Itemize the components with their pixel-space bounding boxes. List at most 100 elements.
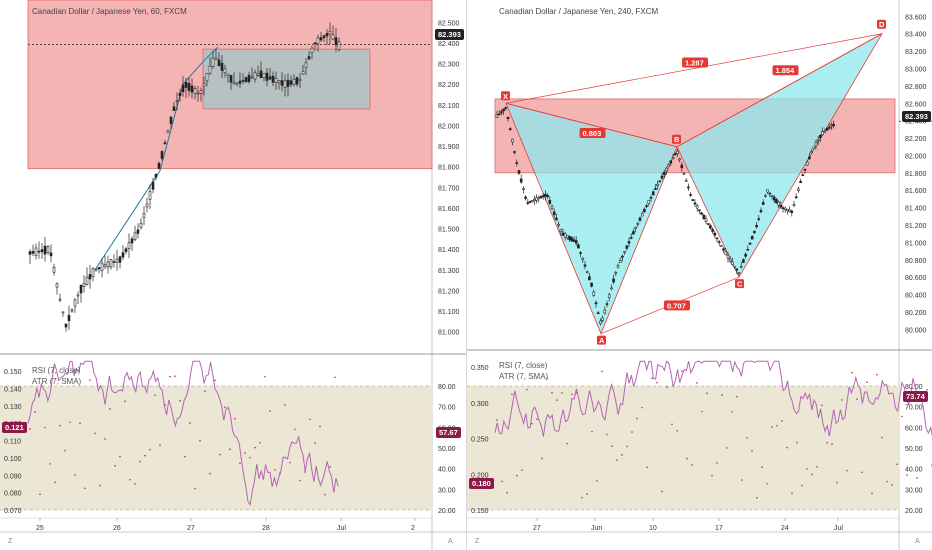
left-candle-body <box>91 268 95 277</box>
left-candle-body <box>46 246 50 253</box>
right-candle-body <box>603 309 607 314</box>
left-atr-dot <box>209 472 211 475</box>
left-candle-body <box>235 82 239 85</box>
right-candle-body <box>649 196 653 199</box>
left-candle-body <box>55 283 59 288</box>
right-chart-canvas[interactable]: 83.600 83.400 83.200 83.000 82.800 82.600 82.4… <box>467 0 932 550</box>
right-price-tick-11: 81.400 <box>905 206 927 213</box>
left-rsi-label: RSI (7, close) <box>32 366 81 375</box>
left-candle-body <box>127 242 131 249</box>
right-candle-body <box>770 195 774 197</box>
right-candle-body <box>761 202 765 205</box>
left-chart-panel[interactable]: 82.500 82.400 82.300 82.200 82.100 82.000 81.9… <box>0 0 466 550</box>
left-atr-dot <box>169 375 171 378</box>
right-candle-body <box>805 161 809 166</box>
left-rsi-line <box>27 360 339 507</box>
left-atr-dot <box>84 487 86 490</box>
left-candle-body <box>124 248 128 252</box>
right-candle-body <box>511 138 514 143</box>
left-chart-canvas[interactable]: 82.500 82.400 82.300 82.200 82.100 82.000 81.9… <box>0 0 466 550</box>
left-candle-body <box>145 203 149 208</box>
left-zoom-icon[interactable]: Z <box>8 538 13 545</box>
right-rsi-tick-4: 40.00 <box>905 467 923 474</box>
right-candle-body <box>581 258 585 261</box>
right-point-badge-d <box>877 19 886 29</box>
right-candle-body <box>748 242 752 245</box>
right-atr-dot <box>896 463 898 466</box>
left-candle-body <box>310 47 314 53</box>
left-rsi-band <box>0 386 432 510</box>
left-atr-dot <box>44 426 46 429</box>
right-candle-body <box>539 196 543 199</box>
right-atr-dot <box>641 406 643 409</box>
left-atr-dot <box>159 444 161 446</box>
right-zoom-icon[interactable]: Z <box>475 538 480 545</box>
right-candle-body <box>667 164 670 167</box>
left-candle-body <box>193 88 197 94</box>
left-candle-body <box>118 256 122 263</box>
left-candle-body <box>277 80 281 84</box>
left-price-tick-15: 81.000 <box>438 330 460 337</box>
right-atr-tick-3: 0.200 <box>471 472 489 479</box>
right-atr-dot <box>771 426 773 428</box>
right-candle-body <box>636 222 640 225</box>
right-candle-body <box>579 252 582 254</box>
right-atr-dot <box>791 492 793 495</box>
left-time-tick-0: 25 <box>36 525 44 532</box>
left-atr-dot <box>134 483 136 485</box>
right-candle-body <box>799 181 802 184</box>
right-atr-dot <box>751 450 753 452</box>
right-candle-body <box>750 236 754 240</box>
right-candle-body <box>561 232 565 236</box>
left-candle-body <box>298 79 302 81</box>
left-price-tick-14: 81.100 <box>438 309 460 316</box>
right-atr-dot <box>796 441 798 444</box>
right-atr-dot <box>756 496 758 499</box>
right-atr-dot <box>681 370 683 372</box>
right-candle-body <box>548 199 552 204</box>
left-atr-dot <box>109 408 111 410</box>
right-candle-body <box>588 276 591 281</box>
right-atr-dot <box>541 457 543 460</box>
right-candle-body <box>645 205 648 208</box>
left-atr-tick-2: 0.130 <box>4 404 22 411</box>
right-atr-dot <box>511 393 513 396</box>
right-atr-dot <box>856 398 858 400</box>
right-candle-body <box>570 237 574 242</box>
right-auto-scale-icon[interactable]: A <box>915 538 920 545</box>
right-candle-body <box>559 229 563 232</box>
left-candle-body <box>262 73 266 78</box>
right-candle-body <box>684 180 688 182</box>
left-candle-body <box>160 151 164 159</box>
right-atr-label: ATR (7, SMA) <box>499 372 549 381</box>
right-chart-panel[interactable]: 83.600 83.400 83.200 83.000 82.800 82.600 82.4… <box>466 0 932 550</box>
left-atr-tick-6: 0.090 <box>4 473 22 480</box>
left-atr-dot <box>224 406 226 408</box>
left-atr-dot <box>149 448 151 451</box>
right-candle-body <box>592 291 596 296</box>
right-candle-body <box>821 131 824 136</box>
left-time-tick-4: Jul <box>337 525 346 532</box>
right-atr-dot <box>606 433 608 436</box>
right-atr-dot <box>671 423 673 426</box>
right-xb-line <box>505 102 678 148</box>
right-atr-dot <box>571 393 573 396</box>
left-candle-body <box>226 73 230 77</box>
left-rsi-tick-0: 80.00 <box>438 384 456 391</box>
right-candle-body <box>601 317 604 321</box>
left-auto-scale-icon[interactable]: A <box>448 538 453 545</box>
left-time-tick-1: 26 <box>113 525 121 532</box>
left-atr-dot <box>279 472 281 475</box>
right-candle-body <box>700 212 703 215</box>
left-candle-body <box>61 311 65 314</box>
left-candle-body <box>40 249 44 253</box>
right-candle-body <box>794 196 798 199</box>
left-candle-body <box>223 68 227 74</box>
right-rsi-tick-0: 80.00 <box>905 384 923 391</box>
right-atr-dot <box>821 404 823 407</box>
right-candle-body <box>544 193 547 197</box>
right-atr-dot <box>506 491 508 494</box>
right-atr-dot <box>871 492 873 495</box>
right-ratio-label-1: 1.854 <box>776 66 796 75</box>
right-atr-dot <box>621 454 623 456</box>
